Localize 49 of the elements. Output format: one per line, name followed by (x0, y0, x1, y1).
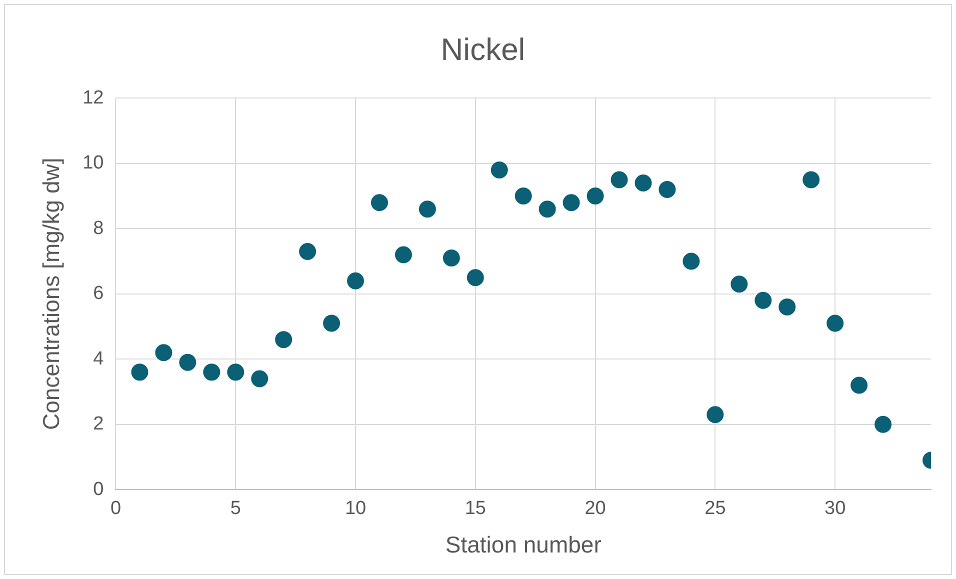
x-tick-label: 30 (824, 498, 846, 520)
point (874, 416, 892, 433)
point (179, 354, 196, 371)
point (323, 314, 340, 332)
y-axis-title: Concentrations [mg/kg dw] (38, 158, 64, 430)
point (706, 406, 724, 424)
point (610, 171, 628, 188)
y-tick-label: 10 (82, 152, 104, 174)
point (658, 181, 676, 198)
point (514, 188, 532, 205)
chart-title: Nickel (440, 32, 526, 68)
point (538, 200, 556, 218)
x-tick-label: 20 (584, 498, 606, 520)
point (850, 376, 868, 394)
point (466, 269, 484, 286)
point (586, 188, 604, 205)
point (299, 243, 316, 260)
point (778, 298, 796, 316)
point (203, 364, 220, 381)
point (370, 194, 388, 212)
point (131, 364, 148, 381)
point (826, 314, 844, 332)
point (394, 246, 412, 264)
point (490, 161, 508, 178)
point (227, 364, 244, 381)
x-tick-label: 0 (110, 498, 122, 520)
point (754, 292, 772, 309)
point (562, 194, 580, 212)
point (275, 331, 292, 348)
y-tick-label: 6 (93, 283, 104, 304)
y-tick-label: 0 (93, 478, 104, 500)
point (155, 344, 172, 362)
x-axis-title: Station number (445, 532, 602, 558)
point (442, 250, 460, 267)
point (802, 171, 820, 188)
y-tick-label: 8 (93, 218, 104, 239)
y-tick-label: 2 (93, 414, 104, 435)
point (251, 370, 268, 388)
x-tick-label: 10 (344, 498, 366, 520)
x-tick-label: 15 (464, 498, 486, 520)
x-tick-label: 25 (704, 498, 726, 520)
point (347, 272, 364, 290)
y-tick-label: 12 (82, 87, 104, 108)
point (418, 200, 436, 218)
point (730, 276, 748, 293)
point (682, 252, 700, 270)
x-tick-label: 5 (230, 498, 241, 520)
y-tick-label: 4 (93, 348, 104, 370)
point (634, 174, 652, 192)
